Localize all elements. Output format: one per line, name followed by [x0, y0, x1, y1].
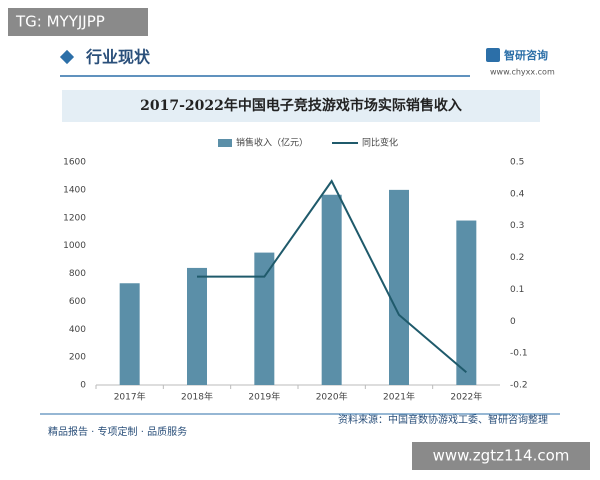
x-tick-label: 2021年	[383, 391, 415, 403]
x-tick-label: 2017年	[114, 391, 146, 403]
bar	[187, 267, 207, 385]
y2-tick-label: 0.3	[510, 221, 524, 231]
y-tick-label: 400	[69, 325, 86, 335]
bar	[254, 252, 275, 385]
bar	[321, 194, 342, 385]
title-box	[62, 90, 540, 122]
y2-tick-label: 0.1	[510, 285, 524, 295]
site: www.zgtz114.com	[433, 447, 570, 465]
tag: TG: MYYJJPP	[15, 13, 105, 31]
x-tick-label: 2019年	[248, 391, 280, 403]
legend-label: 销售收入（亿元）	[236, 137, 308, 149]
brand: 智研咨询	[504, 48, 548, 62]
x-tick-label: 2020年	[316, 391, 348, 403]
y2-tick-label: 0.5	[510, 158, 524, 168]
x-tick-label: 2022年	[450, 391, 482, 403]
y2-tick-label: -0.2	[510, 381, 528, 391]
y-tick-label: 800	[69, 269, 86, 279]
y-tick-label: 1600	[63, 158, 86, 168]
y2-tick-label: 0.4	[510, 189, 525, 199]
slogan: 精品报告 · 专项定制 · 品质服务	[48, 425, 187, 438]
tag-box	[8, 8, 148, 36]
y2-tick-label: -0.1	[510, 349, 528, 359]
bar	[389, 189, 409, 385]
x-tick-label: 2018年	[181, 391, 213, 403]
brand-logo	[486, 48, 500, 62]
y-tick-label: 1000	[63, 241, 86, 251]
site-box	[412, 442, 590, 470]
legend-swatch	[218, 139, 232, 147]
y-tick-label: 1400	[63, 185, 86, 195]
brand-url: www.chyxx.com	[490, 68, 555, 77]
legend-label: 同比变化	[362, 137, 398, 149]
line	[197, 179, 467, 374]
chart-title: 2017-2022年中国电子竞技游戏市场实际销售收入	[140, 97, 462, 114]
y2-tick-label: 0.2	[510, 253, 524, 263]
y2-tick-label: 0	[510, 317, 516, 327]
y-tick-label: 0	[80, 381, 86, 391]
section-title: 行业现状	[85, 48, 151, 67]
y-tick-label: 200	[69, 353, 86, 363]
source: 资料来源：中国音数协游戏工委、智研咨询整理	[338, 413, 548, 426]
y-tick-label: 600	[69, 297, 86, 307]
bar	[456, 220, 477, 385]
y-tick-label: 1200	[63, 213, 86, 223]
bar	[119, 283, 140, 385]
